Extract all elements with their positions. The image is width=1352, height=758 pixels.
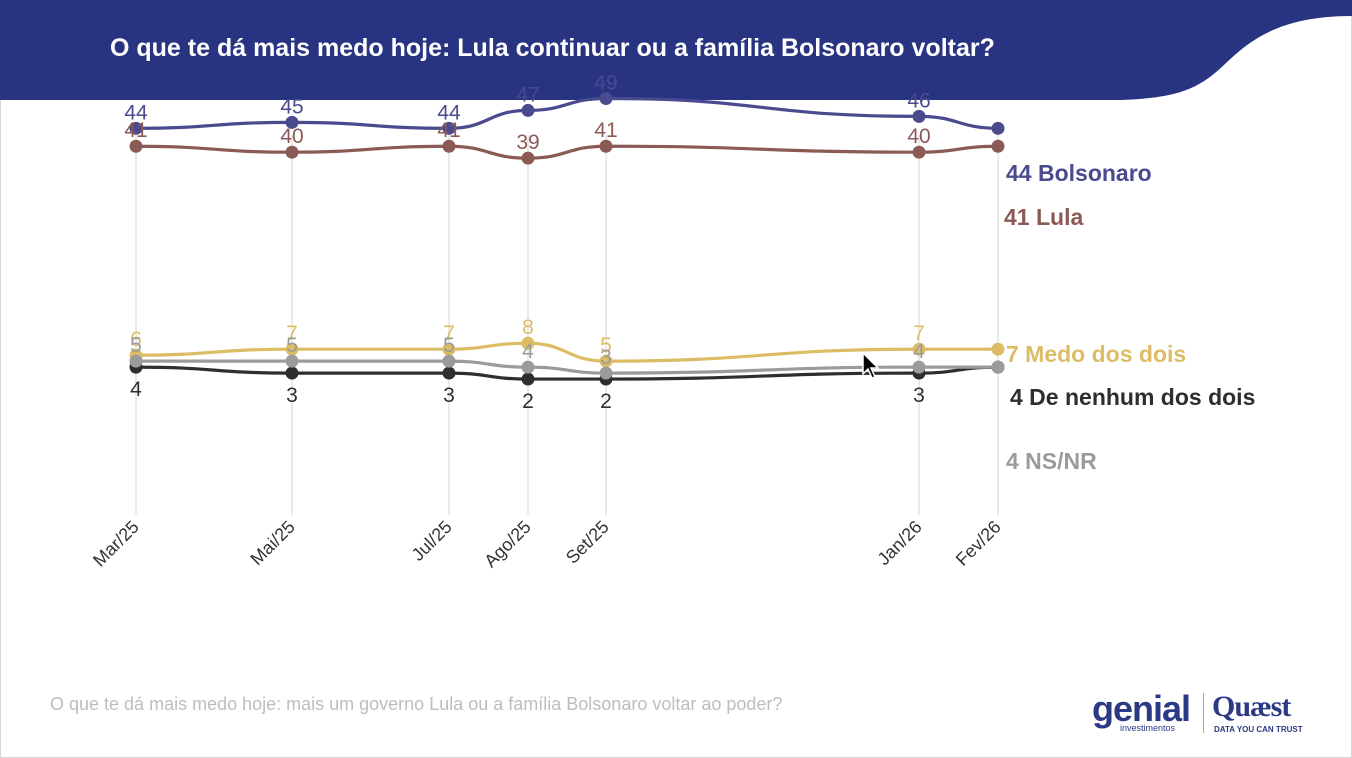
x-tick-label: Ago/25 <box>480 517 534 571</box>
data-point <box>599 91 613 105</box>
quaest-tagline: DATA YOU CAN TRUST <box>1214 725 1303 734</box>
data-label: 2 <box>600 390 612 413</box>
header-background <box>0 0 1352 100</box>
data-label: 5 <box>443 334 455 357</box>
genial-logo: genial <box>1092 688 1191 729</box>
data-point <box>599 354 613 368</box>
data-point <box>285 366 299 380</box>
data-point <box>442 139 456 153</box>
data-point <box>521 360 535 374</box>
data-point <box>991 342 1005 356</box>
series-end-label: 7 Medo dos dois <box>1006 341 1186 367</box>
data-point <box>912 360 926 374</box>
genial-logo-sub: investimentos <box>1120 723 1176 733</box>
data-label: 44 <box>124 101 148 124</box>
data-point <box>285 115 299 129</box>
data-label: 41 <box>124 119 147 142</box>
data-point <box>912 109 926 123</box>
data-point <box>991 121 1005 135</box>
data-label: 7 <box>286 322 298 345</box>
data-label: 39 <box>516 131 539 154</box>
series-line <box>134 96 1000 130</box>
data-point <box>285 342 299 356</box>
data-label: 40 <box>280 125 303 148</box>
x-tick-label: Mai/25 <box>246 517 298 569</box>
data-label: 47 <box>516 83 539 106</box>
data-point <box>521 103 535 117</box>
data-label: 6 <box>130 328 142 351</box>
line-chart: Mar/25 Mai/25 Jul/25 Ago/25 Set/25 Jan/26 Fev/… <box>89 71 1255 571</box>
data-label: 7 <box>913 322 925 345</box>
data-label: 46 <box>907 89 930 112</box>
data-point <box>442 354 456 368</box>
data-point <box>991 139 1005 153</box>
data-label: 3 <box>286 384 298 407</box>
data-point <box>129 354 143 368</box>
data-label: 5 <box>130 334 142 357</box>
series-line <box>134 144 1000 160</box>
series-end-label: 4 De nenhum dos dois <box>1010 384 1255 410</box>
data-point <box>442 342 456 356</box>
header-banner <box>0 0 1352 100</box>
data-point <box>991 360 1005 374</box>
data-label: 5 <box>286 334 298 357</box>
data-point <box>599 366 613 380</box>
data-point <box>442 121 456 135</box>
data-label: 3 <box>600 346 612 369</box>
series-end-label: 44 Bolsonaro <box>1006 160 1152 186</box>
series-end-label: 41 Lula <box>1004 204 1083 230</box>
data-label: 49 <box>594 71 617 94</box>
data-label: 44 <box>437 101 461 124</box>
data-point <box>521 372 535 386</box>
data-point <box>285 145 299 159</box>
survey-question: O que te dá mais medo hoje: mais um gove… <box>50 694 783 714</box>
data-label: 45 <box>280 95 303 118</box>
arrow-cursor-icon <box>862 352 880 379</box>
data-point <box>442 366 456 380</box>
data-label: 5 <box>600 334 612 357</box>
x-tick-label: Mar/25 <box>89 517 143 571</box>
data-label: 41 <box>437 119 460 142</box>
data-point <box>521 151 535 165</box>
x-tick-label: Jan/26 <box>873 517 925 569</box>
quaest-logo: Quæst <box>1212 690 1291 723</box>
series-end-label: 4 NS/NR <box>1006 448 1097 474</box>
data-label: 40 <box>907 125 930 148</box>
data-point <box>285 354 299 368</box>
sponsor-logos: genial investimentos Quæst DATA YOU CAN … <box>1090 688 1320 738</box>
x-tick-label: Set/25 <box>562 517 613 568</box>
data-label: 2 <box>522 390 534 413</box>
data-point <box>521 336 535 350</box>
data-label: 41 <box>594 119 617 142</box>
data-label: 4 <box>913 340 925 363</box>
data-label: 3 <box>443 384 455 407</box>
page-title: O que te dá mais medo hoje: Lula continu… <box>110 34 995 62</box>
data-point <box>912 145 926 159</box>
logo-divider <box>1203 693 1204 733</box>
data-point <box>599 139 613 153</box>
data-label: 4 <box>130 378 142 401</box>
data-point <box>129 121 143 135</box>
data-label: 3 <box>913 384 925 407</box>
x-tick-label: Fev/26 <box>952 517 1005 570</box>
data-point <box>912 342 926 356</box>
x-tick-label: Jul/25 <box>408 517 456 565</box>
data-label: 8 <box>522 316 534 339</box>
data-label: 7 <box>443 322 455 345</box>
data-point <box>129 139 143 153</box>
data-label: 4 <box>522 340 534 363</box>
